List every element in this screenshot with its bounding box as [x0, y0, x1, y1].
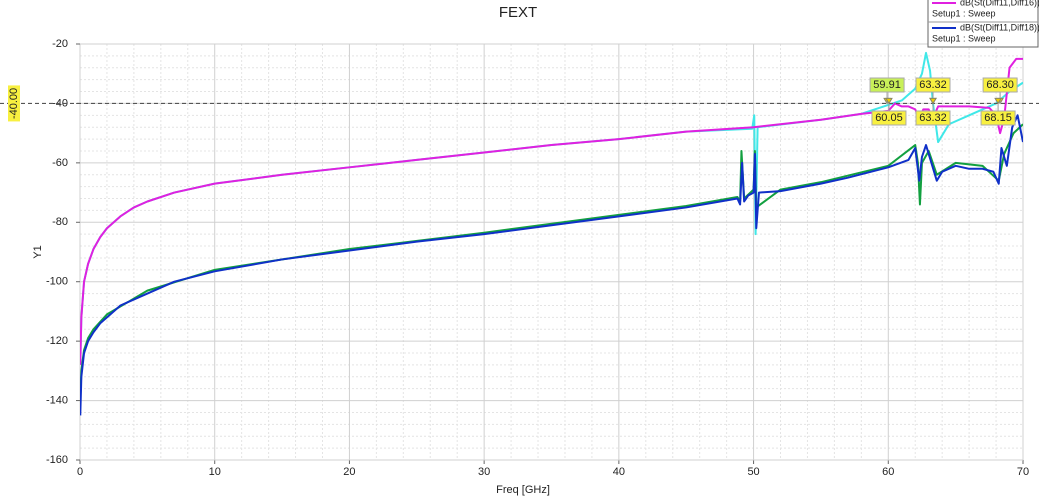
- x-tick-label: 0: [77, 466, 83, 478]
- overlay: -40.00 59.91 63.32 68.30 60.05 63.32 68.15 dB(S…: [0, 0, 1039, 126]
- marker-label-box: [982, 77, 1018, 93]
- x-tick-label: 30: [478, 466, 490, 478]
- marker-label: 63.32: [919, 79, 947, 91]
- reference-label-box: [8, 85, 20, 122]
- y-tick-label: -160: [46, 454, 68, 466]
- marker-label-box: [915, 110, 951, 126]
- marker-label: 68.15: [984, 112, 1012, 124]
- reference-label: -40.00: [8, 88, 20, 119]
- marker-label: 60.05: [875, 112, 903, 124]
- legend-label: dB(St(Diff11,Diff18)): [960, 22, 1039, 32]
- marker: [994, 97, 1002, 105]
- x-axis-label: Freq [GHz]: [496, 484, 550, 496]
- legend-label: dB(St(Diff11,Diff16)): [960, 0, 1039, 7]
- y-axis-label: Y1: [32, 245, 44, 258]
- y-tick-label: -80: [52, 216, 68, 228]
- marker: [929, 97, 937, 105]
- marker-label-box: [871, 110, 907, 126]
- marker-label-box: [980, 110, 1016, 126]
- series-line: [80, 57, 1023, 365]
- x-tick-label: 10: [209, 466, 221, 478]
- legend-setup: Setup1 : Sweep: [932, 33, 996, 43]
- x-tick-label: 70: [1017, 466, 1029, 478]
- marker-label: 68.30: [986, 79, 1014, 91]
- marker-label-box: [869, 77, 905, 93]
- y-tick-label: -40: [52, 97, 68, 109]
- legend-setup: Setup1 : Sweep: [932, 8, 996, 18]
- chart-title: FEXT: [499, 4, 537, 21]
- y-tick-label: -20: [52, 38, 68, 50]
- marker-label: 59.91: [873, 79, 901, 91]
- marker-label-box: [915, 77, 951, 93]
- x-tick-label: 40: [613, 466, 625, 478]
- lines: [80, 51, 1023, 416]
- grid: 0 10 20 30 40 50 60 70 -160 -140 -120 -100 -80 -60 -40…: [46, 38, 1029, 478]
- y-tick-label: -60: [52, 157, 68, 169]
- marker-label: 63.32: [919, 112, 947, 124]
- series-line: [80, 114, 1023, 416]
- y-tick-label: -120: [46, 335, 68, 347]
- legend: dB(St(Diff11,Diff16))Setup1 : SweepdB(St…: [927, 0, 1039, 48]
- y-tick-label: -140: [46, 394, 68, 406]
- legend-box: [927, 0, 1039, 48]
- marker: [885, 97, 893, 105]
- y-tick-label: -100: [46, 276, 68, 288]
- x-tick-label: 50: [747, 466, 759, 478]
- x-tick-label: 60: [882, 466, 894, 478]
- x-tick-label: 20: [343, 466, 355, 478]
